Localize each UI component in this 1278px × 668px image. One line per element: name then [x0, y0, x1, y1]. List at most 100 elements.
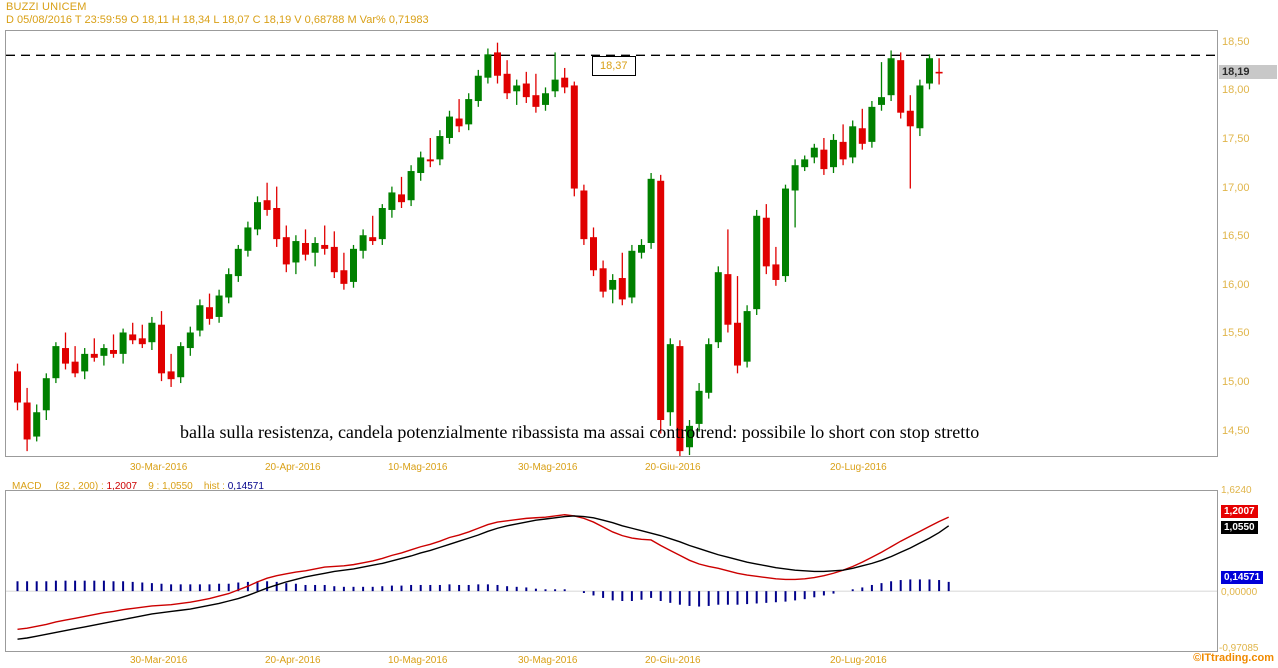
macd-chart-panel[interactable]	[5, 490, 1218, 652]
candlestick	[705, 338, 713, 399]
price-axis-label: 15,00	[1222, 376, 1250, 389]
macd-params: (32 , 200) :	[55, 481, 104, 492]
candlestick	[378, 204, 386, 245]
candlestick	[868, 101, 876, 148]
candlestick	[90, 338, 98, 362]
candlestick	[686, 420, 693, 456]
candlestick	[119, 328, 127, 364]
candlestick	[494, 42, 501, 84]
candlestick	[196, 299, 204, 337]
macd-axis-zero: 0,00000	[1221, 587, 1258, 598]
price-axis-label: 14,50	[1222, 424, 1250, 437]
candlestick	[734, 276, 741, 374]
candlestick	[743, 305, 751, 368]
macd-signal-value: 1,0550	[162, 481, 193, 492]
date-axis-label: 10-Mag-2016	[388, 462, 448, 473]
candlestick	[52, 342, 60, 384]
instrument-title: BUZZI UNICEM	[6, 1, 87, 13]
candlestick	[542, 87, 549, 111]
candlestick	[340, 252, 348, 290]
candlestick	[359, 229, 367, 259]
candlestick	[14, 363, 21, 411]
candlestick	[628, 244, 636, 304]
watermark: ©ITtrading.com	[1193, 652, 1274, 664]
date-axis-label: 30-Mar-2016	[130, 462, 188, 473]
candlestick	[935, 58, 943, 85]
candlestick	[772, 246, 780, 286]
candlestick	[887, 50, 895, 102]
macd-name: MACD	[12, 481, 42, 492]
candlestick	[753, 209, 761, 315]
current-price-label: 18,19	[1219, 64, 1277, 79]
candlestick	[417, 151, 425, 181]
candlestick	[714, 266, 722, 349]
macd-hist-label: hist :	[203, 481, 225, 492]
macd-axis-bottom: -0,97085	[1219, 643, 1259, 654]
macd-hist-box: 0,14571	[1221, 571, 1264, 584]
candlestick	[513, 79, 521, 105]
chart-annotation-text: balla sulla resistenza, candela potenzia…	[180, 422, 980, 442]
candlestick	[801, 155, 809, 172]
candlestick	[138, 324, 146, 349]
macd-value-box: 1,2007	[1221, 505, 1258, 518]
price-chart-panel[interactable]	[5, 30, 1218, 457]
candlestick	[446, 110, 453, 144]
candlestick	[350, 244, 357, 288]
price-axis-label: 17,50	[1222, 132, 1250, 145]
candlestick	[782, 184, 789, 282]
candlestick	[330, 231, 338, 279]
candlestick	[906, 95, 914, 189]
date-axis-label: 30-Mar-2016	[130, 655, 188, 666]
candlestick	[599, 260, 607, 298]
candlestick	[426, 137, 434, 168]
date-axis-label: 30-Mag-2016	[518, 655, 578, 666]
candlestick	[42, 373, 50, 421]
candlestick	[570, 81, 578, 197]
price-axis-label: 17,00	[1222, 181, 1250, 194]
candlestick	[609, 274, 617, 304]
candlestick	[215, 289, 223, 323]
date-axis-label: 20-Apr-2016	[265, 462, 321, 473]
candlestick	[580, 184, 588, 245]
candlestick	[810, 143, 818, 164]
date-axis-label: 20-Giu-2016	[645, 655, 701, 666]
macd-axis-top: 1,6240	[1221, 485, 1252, 496]
candlestick	[666, 338, 674, 426]
candlestick	[897, 52, 905, 119]
candlestick	[590, 227, 597, 277]
date-axis-label: 20-Lug-2016	[830, 655, 887, 666]
candlestick	[695, 383, 703, 432]
candlestick	[762, 204, 770, 275]
candlestick	[926, 54, 933, 90]
macd-axis: 1,6240 1,2007 1,0550 0,14571 0,00000 -0,…	[1219, 485, 1278, 655]
macd-signal-label: 9 :	[148, 481, 160, 492]
candlestick	[110, 334, 117, 358]
candlestick	[878, 62, 885, 111]
candlestick	[244, 221, 252, 257]
candlestick	[436, 130, 444, 166]
candlestick	[820, 137, 828, 175]
candlestick	[858, 108, 866, 150]
candlestick	[311, 237, 319, 267]
price-axis-label: 15,50	[1222, 327, 1250, 340]
candlestick	[474, 69, 482, 107]
macd-plot[interactable]	[6, 491, 1217, 651]
candlestick	[263, 182, 271, 216]
candlestick	[455, 99, 463, 133]
price-axis-label: 18,00	[1222, 84, 1250, 97]
candlestick	[321, 225, 329, 255]
candlestick-plot[interactable]	[6, 31, 1217, 456]
candlestick	[33, 404, 41, 442]
candlestick	[724, 229, 732, 333]
candlestick	[916, 79, 924, 137]
candlestick	[225, 268, 233, 304]
candlestick	[830, 134, 837, 173]
candlestick	[618, 252, 626, 306]
candlestick	[302, 229, 309, 261]
candlestick	[638, 239, 645, 259]
candlestick	[849, 120, 857, 164]
macd-value: 1,2007	[106, 481, 138, 492]
candlestick	[273, 186, 281, 247]
date-axis-label: 30-Mag-2016	[518, 462, 578, 473]
resistance-price-label: 18,37	[592, 56, 636, 76]
